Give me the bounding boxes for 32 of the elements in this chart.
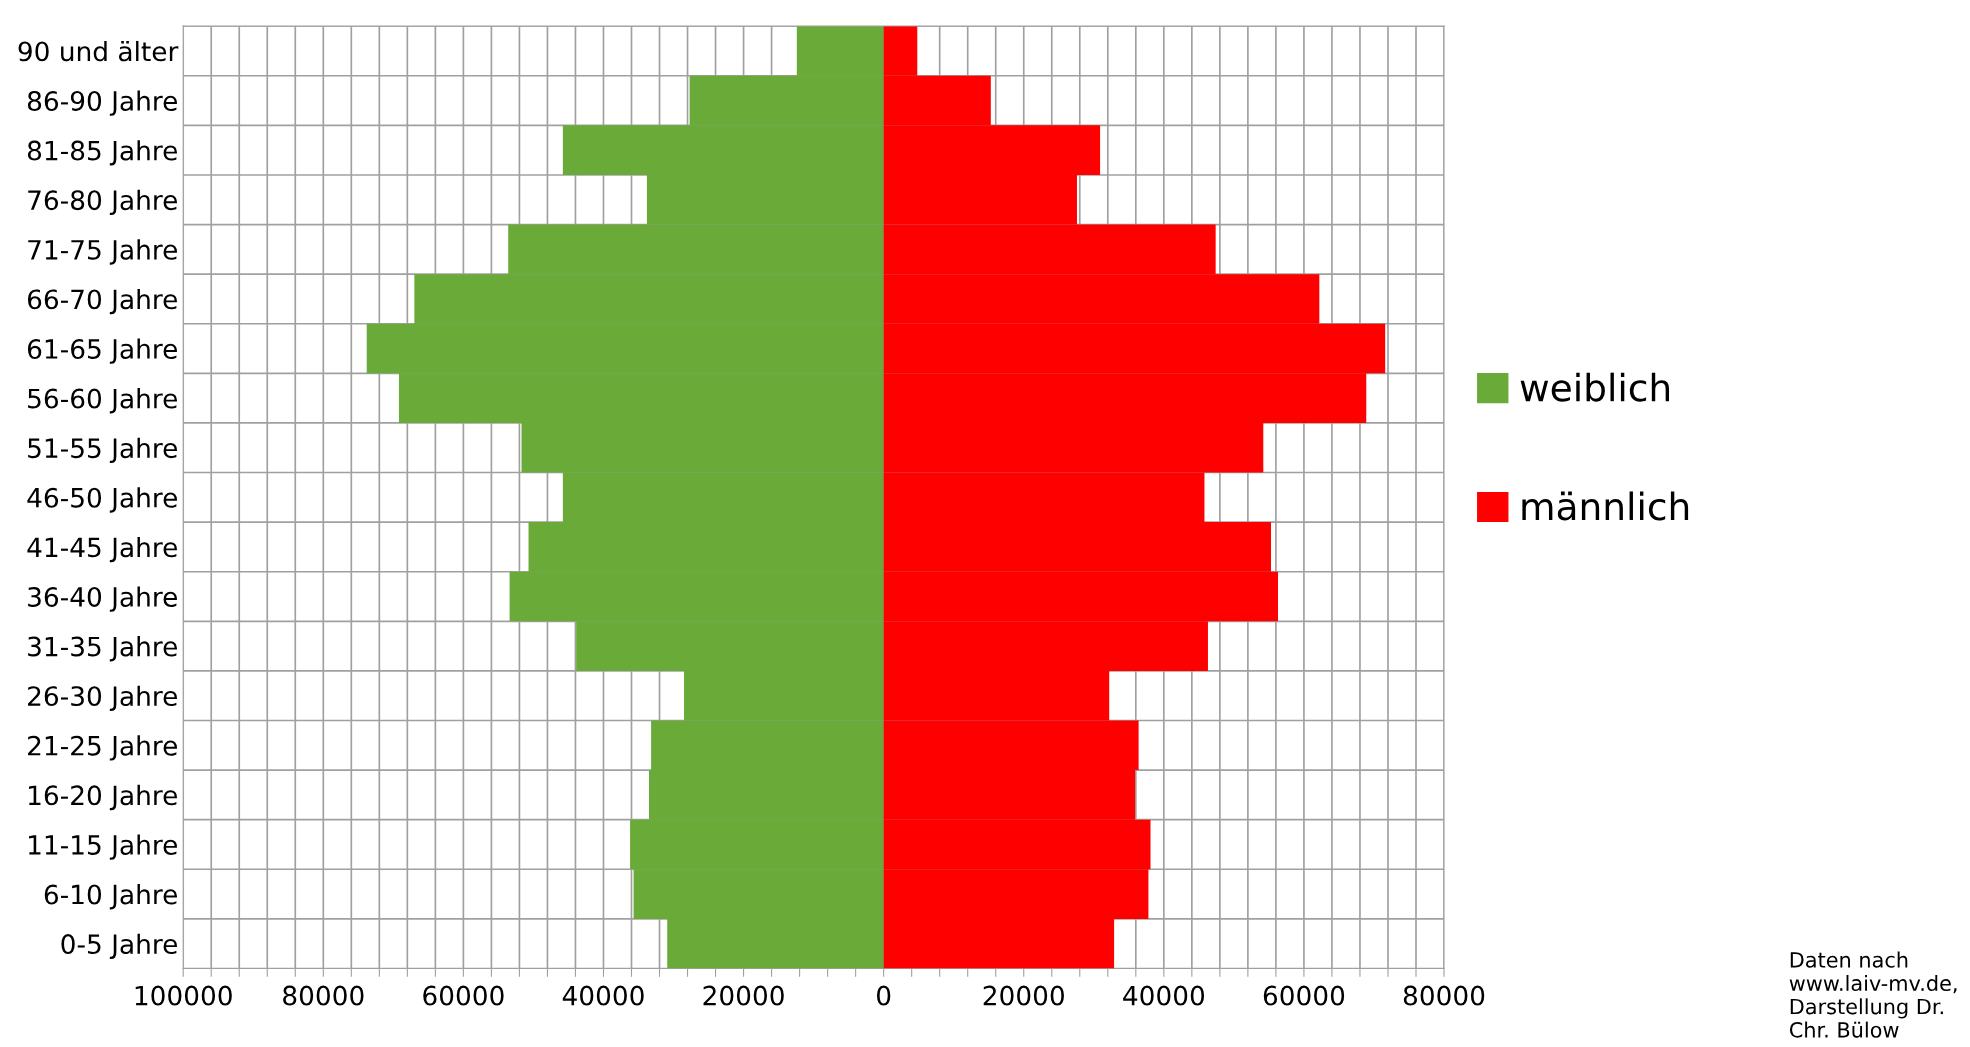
- text: Daten nach www.laiv-mv.de, Darstellung Dr. Chr. Bülow: [1789, 951, 1957, 1038]
- y-tick-label: 31-35 Jahre: [28, 636, 177, 662]
- y-tick-label: 21-25 Jahre: [28, 735, 177, 761]
- x-tick-label: 40000: [562, 985, 644, 1006]
- y-tick-label: 41-45 Jahre: [27, 536, 177, 563]
- x-tick-label: 80000: [1403, 985, 1485, 1006]
- legend-label: männlich: [1522, 491, 1689, 521]
- y-tick-label: 81-85 Jahre: [27, 140, 177, 166]
- x-tick-label: 40000: [1123, 985, 1205, 1006]
- x-tick-label: 100000: [135, 985, 232, 1006]
- y-tick-label: 76-80 Jahre: [28, 189, 177, 216]
- y-tick-label: 46-50 Jahre: [27, 487, 177, 513]
- legend-label: weiblich: [1520, 372, 1670, 402]
- x-tick-label: 20000: [703, 985, 784, 1006]
- x-tick-label: 80000: [283, 985, 364, 1006]
- y-tick-label: 36-40 Jahre: [28, 586, 177, 612]
- x-tick-label: 0: [877, 985, 891, 1006]
- y-tick-label: 16-20 Jahre: [29, 784, 177, 811]
- x-tick-label: 60000: [1263, 985, 1345, 1006]
- x-tick-label: 20000: [983, 985, 1064, 1006]
- y-tick-label: 66-70 Jahre: [27, 288, 177, 315]
- y-tick-label: 11-15 Jahre: [29, 834, 177, 860]
- y-tick-label: 71-75 Jahre: [28, 239, 177, 265]
- y-tick-label: 61-65 Jahre: [27, 338, 177, 364]
- y-tick-label: 6-10 Jahre: [44, 884, 177, 910]
- x-tick-label: 60000: [423, 985, 504, 1006]
- y-tick-label: 51-55 Jahre: [28, 437, 177, 464]
- y-tick-label: 26-30 Jahre: [28, 685, 177, 712]
- y-tick-label: 86-90 Jahre: [27, 90, 177, 116]
- y-tick-label: 0-5 Jahre: [61, 933, 177, 959]
- y-tick-label: 90 und älter: [18, 40, 179, 62]
- y-tick-label: 56-60 Jahre: [28, 388, 177, 414]
